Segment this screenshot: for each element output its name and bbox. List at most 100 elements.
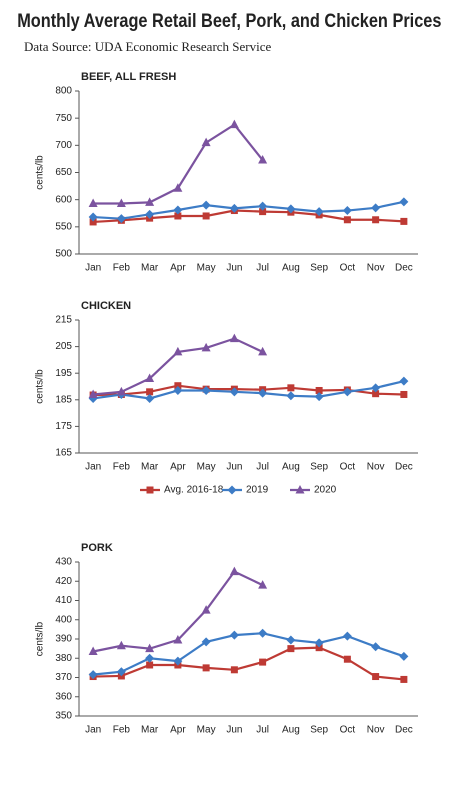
diamond-marker	[116, 667, 126, 677]
page-subtitle: Data Source: UDA Economic Research Servi…	[24, 39, 272, 54]
square-marker	[259, 208, 267, 216]
diamond-marker	[229, 387, 239, 397]
diamond-marker	[229, 630, 239, 640]
square-marker	[146, 388, 154, 396]
x-tick-label: May	[197, 725, 216, 736]
square-marker	[372, 216, 380, 224]
diamond-marker	[258, 628, 268, 638]
square-marker	[372, 673, 380, 681]
diamond-marker	[286, 391, 296, 401]
x-tick-label: Nov	[367, 725, 385, 736]
x-tick-label: Sep	[310, 725, 328, 736]
triangle-marker	[201, 605, 211, 614]
y-tick-label: 350	[55, 711, 72, 722]
square-marker	[400, 675, 408, 683]
triangle-marker	[258, 155, 268, 164]
diamond-marker	[258, 388, 268, 398]
x-tick-label: Dec	[395, 725, 413, 736]
triangle-marker	[201, 137, 211, 147]
y-tick-label: 650	[55, 167, 72, 178]
y-tick-label: 800	[55, 86, 72, 97]
y-tick-label: 380	[55, 653, 72, 664]
x-tick-label: Mar	[141, 725, 159, 736]
y-axis-label: cents/lb	[35, 155, 46, 190]
x-tick-label: Jun	[226, 462, 242, 473]
x-tick-label: Nov	[367, 263, 385, 274]
triangle-marker	[258, 346, 268, 356]
y-tick-label: 205	[55, 341, 72, 352]
y-axis-label: cents/lb	[35, 369, 46, 404]
square-marker	[202, 664, 210, 672]
diamond-marker	[201, 200, 211, 210]
x-tick-label: May	[197, 263, 216, 274]
y-tick-label: 175	[55, 421, 72, 432]
square-marker	[202, 212, 210, 220]
triangle-marker	[88, 646, 98, 656]
x-tick-label: Aug	[282, 462, 300, 473]
diamond-marker	[201, 637, 211, 647]
y-tick-label: 700	[55, 140, 72, 151]
series-line	[93, 632, 405, 676]
diamond-marker	[201, 385, 211, 395]
square-marker	[372, 390, 380, 398]
y-tick-label: 185	[55, 394, 72, 405]
square-marker	[400, 217, 408, 225]
diamond-marker	[342, 206, 352, 216]
y-tick-label: 750	[55, 113, 72, 124]
y-tick-label: 550	[55, 221, 72, 232]
diamond-marker	[399, 197, 409, 207]
y-tick-label: 600	[55, 194, 72, 205]
y-tick-label: 500	[55, 249, 72, 260]
triangle-marker	[173, 346, 183, 356]
x-tick-label: Feb	[113, 263, 131, 274]
triangle-marker	[229, 333, 239, 343]
diamond-marker	[286, 204, 296, 214]
x-tick-label: Jun	[226, 263, 242, 274]
diamond-marker	[258, 201, 268, 211]
diamond-marker	[371, 383, 381, 393]
diamond-marker	[173, 205, 183, 215]
x-tick-label: Apr	[170, 263, 186, 274]
diamond-marker	[371, 642, 381, 652]
diamond-marker	[173, 656, 183, 666]
x-tick-label: Jul	[256, 263, 269, 274]
square-marker	[315, 644, 323, 652]
y-tick-label: 165	[55, 448, 72, 459]
diamond-marker	[229, 203, 239, 213]
x-tick-label: Jul	[256, 725, 269, 736]
triangle-marker	[201, 342, 211, 352]
triangle-marker	[116, 640, 126, 650]
square-marker	[174, 212, 182, 220]
y-tick-label: 390	[55, 634, 72, 645]
square-marker	[343, 216, 351, 224]
diamond-marker	[116, 214, 126, 224]
x-tick-label: Dec	[395, 263, 413, 274]
diamond-marker	[145, 653, 155, 663]
series-line	[93, 209, 404, 224]
y-tick-label: 400	[55, 614, 72, 625]
square-marker	[174, 382, 182, 390]
triangle-marker	[295, 485, 305, 494]
square-marker	[400, 390, 408, 398]
square-marker	[259, 658, 267, 666]
x-tick-label: Oct	[340, 725, 356, 736]
legend-label: Avg. 2016-18	[164, 485, 224, 496]
diamond-marker	[314, 392, 324, 402]
square-marker	[89, 218, 97, 226]
x-tick-label: Aug	[282, 263, 300, 274]
triangle-marker	[145, 373, 155, 383]
diamond-marker	[88, 670, 98, 680]
diamond-marker	[371, 203, 381, 213]
x-tick-label: Jan	[85, 725, 101, 736]
diamond-marker	[145, 393, 155, 403]
diamond-marker	[342, 387, 352, 397]
x-tick-label: Aug	[282, 725, 300, 736]
x-tick-label: Mar	[141, 462, 159, 473]
diamond-marker	[227, 485, 237, 495]
chart-title: CHICKEN	[81, 300, 131, 312]
x-tick-label: Nov	[367, 462, 385, 473]
triangle-marker	[116, 198, 126, 207]
triangle-marker	[173, 634, 183, 644]
triangle-marker	[116, 386, 126, 396]
